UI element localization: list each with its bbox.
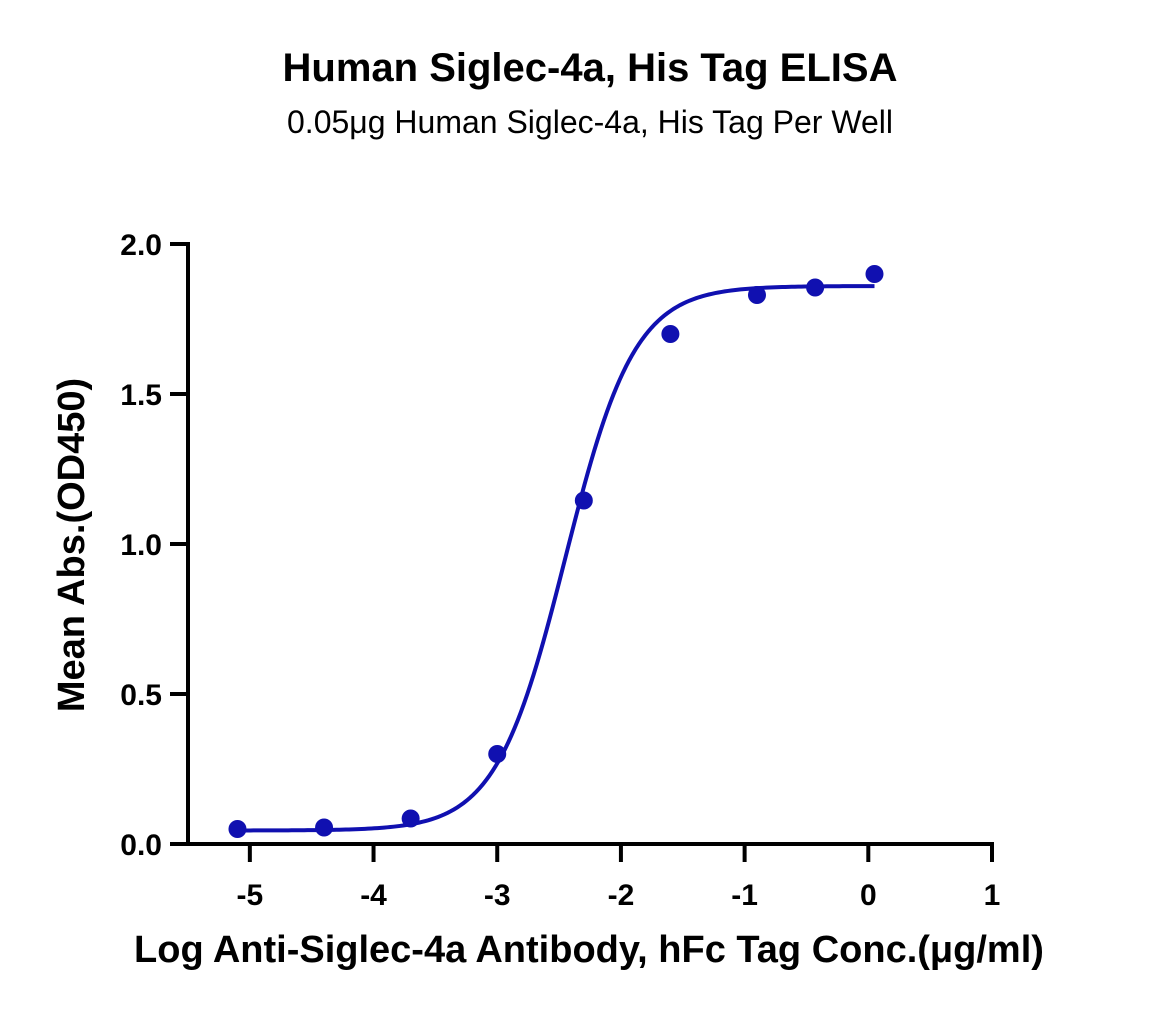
x-tick-label: -4 bbox=[360, 879, 387, 912]
x-tick-label: 0 bbox=[860, 879, 877, 912]
data-point bbox=[228, 820, 247, 838]
data-point bbox=[315, 818, 334, 837]
fit-curve-group bbox=[237, 284, 875, 833]
x-tick-label: -5 bbox=[237, 879, 264, 912]
chart-title: Human Siglec-4a, His Tag ELISA bbox=[282, 46, 898, 90]
data-point bbox=[401, 809, 420, 828]
data-point bbox=[806, 278, 825, 297]
y-tick-label: 0.0 bbox=[120, 829, 162, 862]
x-tick-label: -2 bbox=[608, 879, 635, 912]
y-tick-label: 1.0 bbox=[120, 529, 162, 562]
axes: 0.0 0.5 1.0 1.5 2.0 -5 -4 -3 -2 -1 0 1 bbox=[120, 229, 1000, 912]
data-point bbox=[747, 286, 766, 304]
x-axis-label: Log Anti-Siglec-4a Antibody, hFc Tag Con… bbox=[134, 929, 1044, 971]
data-points bbox=[228, 265, 884, 838]
data-point bbox=[661, 325, 680, 343]
y-tick-label: 1.5 bbox=[120, 379, 162, 412]
fit-curve bbox=[237, 284, 875, 833]
data-point bbox=[865, 265, 884, 283]
y-axis-label: Mean Abs.(OD450) bbox=[51, 378, 93, 712]
data-point bbox=[574, 491, 593, 510]
y-tick-label: 2.0 bbox=[120, 229, 162, 262]
data-point bbox=[488, 745, 507, 763]
x-tick-label: -3 bbox=[484, 879, 511, 912]
chart-subtitle: 0.05μg Human Siglec-4a, His Tag Per Well bbox=[287, 104, 893, 140]
y-tick-label: 0.5 bbox=[120, 679, 162, 712]
x-tick-label: 1 bbox=[984, 879, 1001, 912]
x-tick-label: -1 bbox=[731, 879, 758, 912]
